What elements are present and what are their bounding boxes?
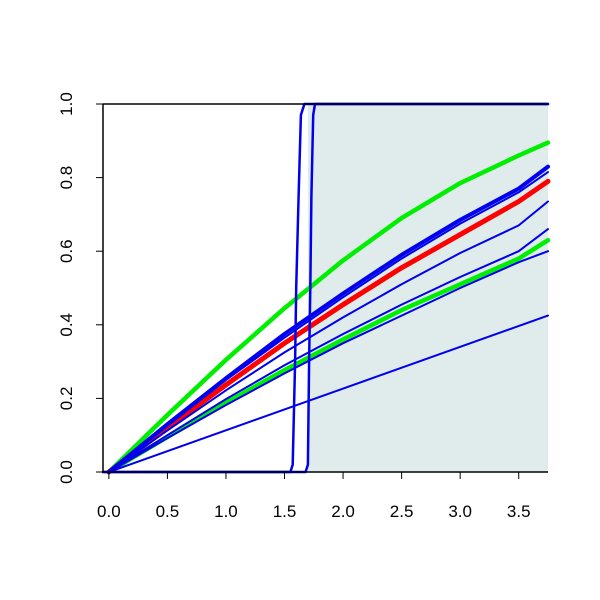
y-tick-label: 0.2 (57, 387, 76, 411)
y-axis: 0.0 0.2 0.4 0.6 0.8 1.0 (57, 92, 103, 484)
x-tick-label: 2.5 (390, 502, 414, 521)
x-tick-label: 1.5 (273, 502, 297, 521)
x-tick-label: 1.0 (214, 502, 238, 521)
series-line-7 (107, 228, 549, 473)
y-tick-label: 0.4 (57, 313, 76, 337)
x-tick-label: 0.5 (156, 502, 180, 521)
series-line-8 (107, 250, 549, 473)
series-line-4 (106, 164, 550, 474)
x-tick-label: 0.0 (97, 502, 121, 521)
x-axis: 0.0 0.5 1.0 1.5 2.0 2.5 3.0 3.5 (97, 472, 531, 521)
series-line-3 (106, 178, 551, 475)
x-tick-label: 3.5 (507, 502, 531, 521)
series-layer (101, 102, 551, 475)
y-tick-label: 0.6 (57, 239, 76, 263)
x-tick-label: 3.0 (448, 502, 472, 521)
plot-frame (102, 103, 548, 473)
series-line-5 (107, 171, 549, 473)
y-tick-label: 0.8 (57, 166, 76, 190)
y-tick-label: 1.0 (57, 92, 76, 116)
series-line-6 (107, 200, 549, 473)
series-line-1 (106, 140, 551, 475)
series-line-11 (101, 102, 550, 474)
series-line-9 (107, 314, 549, 473)
x-tick-label: 2.0 (331, 502, 355, 521)
y-tick-label: 0.0 (57, 460, 76, 484)
series-line-10 (101, 102, 550, 474)
series-line-2 (106, 237, 551, 475)
